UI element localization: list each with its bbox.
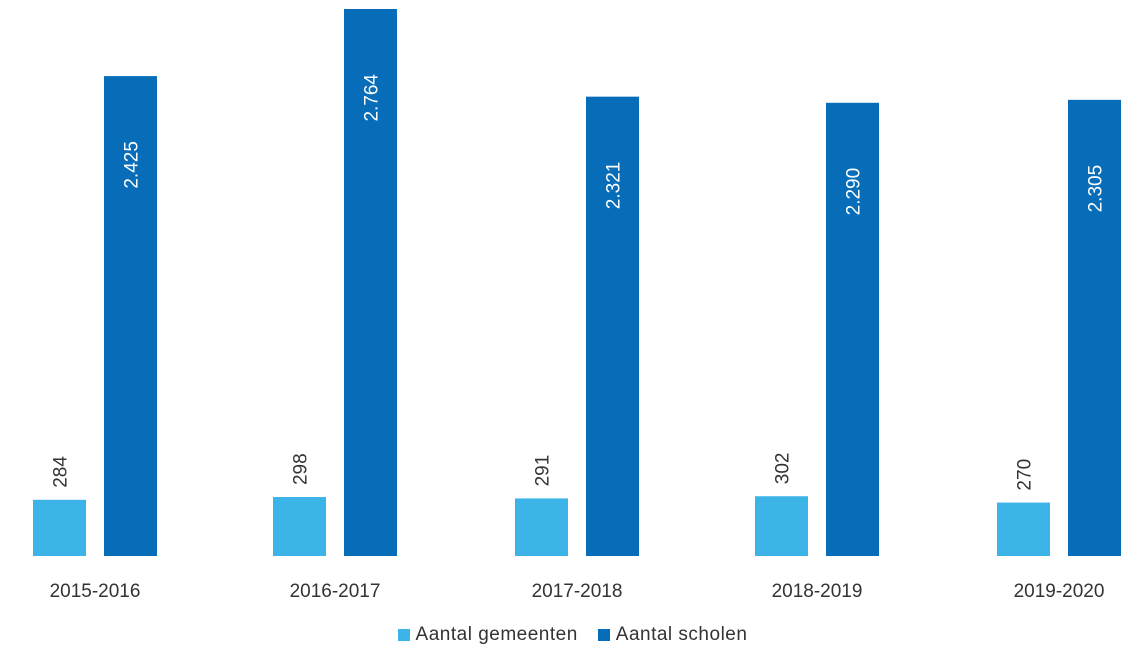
x-tick-label-2016-2017: 2016-2017	[290, 581, 381, 602]
bar-gemeenten-2017-2018	[515, 498, 568, 556]
legend-item-gemeenten: Aantal gemeenten	[397, 624, 578, 646]
legend-swatch-scholen	[597, 629, 610, 641]
value-label-scholen-2019-2020: 2.305	[1086, 165, 1107, 213]
bar-scholen-2015-2016	[104, 76, 157, 557]
legend-label-scholen: Aantal scholen	[615, 624, 748, 645]
x-tick-label-2018-2019: 2018-2019	[772, 581, 863, 602]
legend-label-gemeenten: Aantal gemeenten	[415, 624, 578, 645]
bar-scholen-2018-2019	[826, 102, 879, 556]
value-label-gemeenten-2018-2019: 302	[773, 453, 794, 485]
x-tick-label-2017-2018: 2017-2018	[532, 581, 623, 602]
value-label-scholen-2016-2017: 2.764	[362, 74, 383, 122]
legend-swatch-gemeenten	[397, 629, 410, 641]
legend: Aantal gemeenten Aantal scholen	[0, 624, 1145, 646]
bar-gemeenten-2019-2020	[997, 502, 1050, 556]
x-tick-label-2019-2020: 2019-2020	[1014, 581, 1105, 602]
bar-scholen-2017-2018	[586, 96, 639, 556]
value-label-scholen-2017-2018: 2.321	[604, 162, 625, 210]
value-label-scholen-2015-2016: 2.425	[122, 141, 143, 189]
bar-scholen-2019-2020	[1068, 99, 1121, 557]
bar-gemeenten-2016-2017	[273, 497, 326, 556]
value-label-scholen-2018-2019: 2.290	[844, 168, 865, 216]
legend-item-scholen: Aantal scholen	[597, 624, 748, 646]
value-label-gemeenten-2017-2018: 291	[533, 455, 554, 487]
value-label-gemeenten-2019-2020: 270	[1015, 459, 1036, 491]
bar-gemeenten-2018-2019	[755, 496, 808, 556]
value-label-gemeenten-2016-2017: 298	[291, 453, 312, 485]
bar-gemeenten-2015-2016	[33, 499, 86, 556]
value-label-gemeenten-2015-2016: 284	[51, 456, 72, 488]
bar-scholen-2016-2017	[344, 9, 397, 556]
x-tick-label-2015-2016: 2015-2016	[50, 581, 141, 602]
